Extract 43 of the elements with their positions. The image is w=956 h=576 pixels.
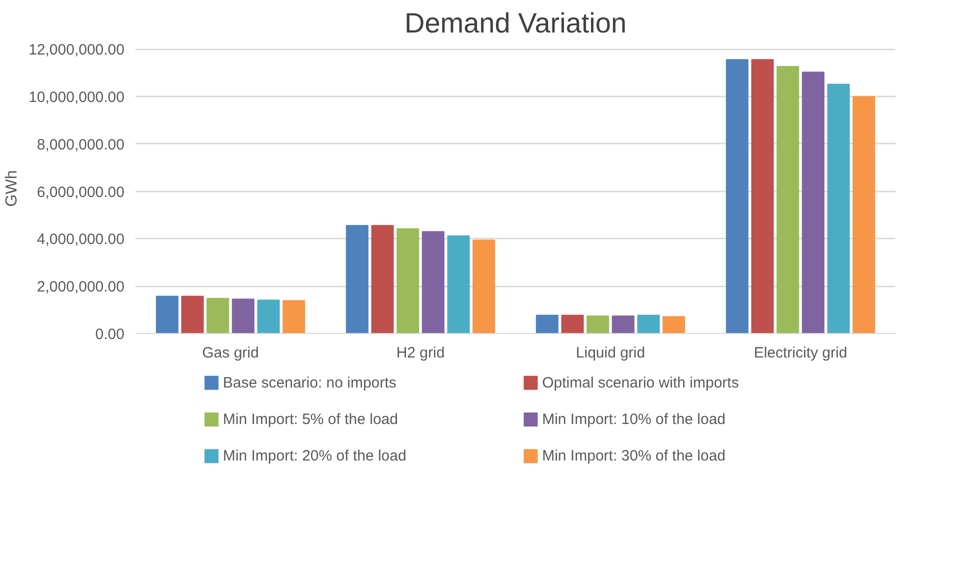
bar bbox=[447, 235, 470, 334]
bar bbox=[751, 59, 774, 334]
bar bbox=[181, 296, 204, 334]
bar bbox=[257, 300, 280, 334]
bar bbox=[637, 314, 660, 334]
x-tick-label: Liquid grid bbox=[576, 344, 646, 362]
y-tick-label: 10,000,000.00 bbox=[28, 89, 125, 106]
bar bbox=[662, 316, 686, 334]
bar bbox=[156, 296, 178, 334]
x-tick-label: Electricity grid bbox=[754, 344, 848, 362]
x-tick-label: Gas grid bbox=[202, 344, 259, 362]
bar bbox=[586, 315, 610, 334]
legend-label: Min Import: 20% of the load bbox=[222, 448, 406, 465]
bar bbox=[232, 298, 254, 334]
bar bbox=[561, 314, 584, 334]
y-axis-title: GWh bbox=[4, 170, 21, 207]
x-tick-label: H2 grid bbox=[396, 344, 445, 362]
bar bbox=[346, 224, 368, 334]
bar bbox=[282, 300, 306, 334]
legend-label: Min Import: 30% of the load bbox=[542, 448, 726, 465]
bar bbox=[726, 59, 748, 334]
bar bbox=[827, 84, 850, 334]
legend-label: Min Import: 10% of the load bbox=[542, 411, 726, 428]
y-tick-label: 12,000,000.00 bbox=[28, 42, 125, 59]
legend-label: Optimal scenario with imports bbox=[542, 374, 739, 392]
bar bbox=[536, 314, 558, 334]
y-tick-label: 6,000,000.00 bbox=[36, 184, 125, 201]
y-tick-label: 2,000,000.00 bbox=[36, 278, 125, 296]
bar bbox=[776, 66, 800, 334]
bar bbox=[422, 231, 444, 334]
bar bbox=[206, 298, 230, 334]
y-tick-label: 0.00 bbox=[95, 326, 125, 343]
bar bbox=[612, 315, 634, 334]
chart-title: Demand Variation bbox=[404, 8, 627, 38]
bar bbox=[396, 228, 420, 334]
legend-label: Base scenario: no imports bbox=[222, 374, 396, 392]
legend-label: Min Import: 5% of the load bbox=[222, 411, 398, 428]
y-tick-label: 8,000,000.00 bbox=[36, 136, 125, 154]
bar bbox=[802, 72, 824, 334]
bar bbox=[472, 240, 496, 334]
y-tick-label: 4,000,000.00 bbox=[36, 231, 125, 248]
bar bbox=[371, 224, 394, 334]
bar bbox=[852, 96, 876, 334]
